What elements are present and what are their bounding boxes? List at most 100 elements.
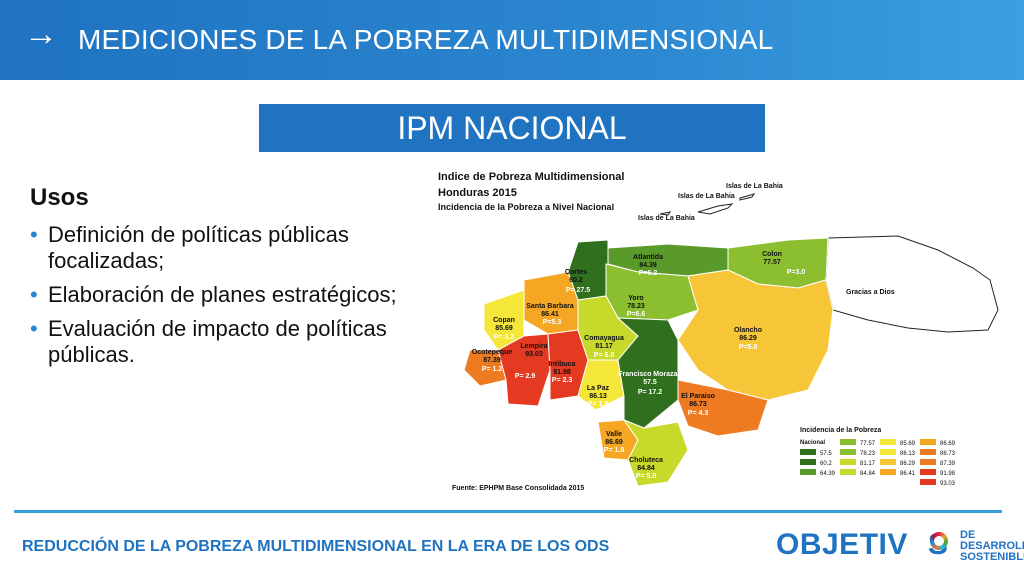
label-cortes-name: Cortes <box>565 269 587 276</box>
label-colon-value: 77.57 <box>763 259 781 266</box>
label-yoro-value: 78.23 <box>627 303 645 310</box>
map-legend: Incidencia de la Pobreza Nacional 57.5 6… <box>800 427 956 487</box>
legend-value: 64.39 <box>820 471 836 477</box>
legend-swatch <box>920 449 936 455</box>
label-copan-name: Copan <box>493 317 515 324</box>
label-ocotepeque-value: 87.39 <box>483 357 501 364</box>
label-intibuca-p: P= 2.3 <box>552 377 573 384</box>
label-la-paz-name: La Paz <box>587 385 610 392</box>
region-el-paraiso <box>677 379 769 437</box>
label-comayagua-value: 81.17 <box>595 343 613 350</box>
footer-divider <box>14 510 1002 513</box>
label-valle-p: P= 1.8 <box>604 447 625 454</box>
label-olancho-value: 86.29 <box>739 335 757 342</box>
legend-value: 86.73 <box>940 451 956 457</box>
label-el-paraiso-value: 86.73 <box>689 401 707 408</box>
legend-swatch <box>840 459 856 465</box>
label-choluteca-name: Choluteca <box>629 457 663 464</box>
label-gracias-a-dios: Gracias a Dios <box>846 289 895 296</box>
label-yoro-name: Yoro <box>628 295 643 302</box>
label-fco-morazan-p: P= 17.2 <box>638 389 662 396</box>
island-shape <box>659 211 672 216</box>
label-intibuca-name: Intibuca <box>549 361 576 368</box>
label-valle-name: Valle <box>606 431 622 438</box>
label-la-paz-value: 86.13 <box>589 393 607 400</box>
islands-label: Islas de La Bahia <box>726 183 783 190</box>
island-shape <box>739 193 756 201</box>
islands-label: Islas de La Bahia <box>638 215 695 222</box>
label-lempira-p: P= 2.9 <box>515 373 536 380</box>
legend-value: 57.5 <box>820 451 832 457</box>
legend-swatch <box>880 449 896 455</box>
legend-value: 86.29 <box>900 461 916 467</box>
legend-value: 87.39 <box>940 461 956 467</box>
map-source: Fuente: EPHPM Base Consolidada 2015 <box>452 485 584 492</box>
label-el-paraiso-p: P= 4.3 <box>688 410 709 417</box>
label-comayagua-name: Comayagua <box>584 335 624 342</box>
legend-swatch <box>800 469 816 475</box>
usos-item: Definición de políticas públicas focaliz… <box>30 222 410 274</box>
legend-title: Incidencia de la Pobreza <box>800 427 881 434</box>
usos-item: Evaluación de impacto de políticas públi… <box>30 316 410 368</box>
legend-swatch <box>920 479 936 485</box>
map-subtitle: Honduras 2015 <box>438 187 517 199</box>
legend-value: 78.23 <box>860 451 876 457</box>
label-atlantida-name: Atlantida <box>633 254 663 261</box>
label-intibuca-value: 91.98 <box>553 369 571 376</box>
region-choluteca <box>622 418 689 487</box>
logo-subtitle-1: DE DESARROLLO <box>960 529 1024 552</box>
label-santa-barbara-value: 86.41 <box>541 311 559 318</box>
label-yoro-p: P=6.6 <box>627 311 646 318</box>
slide-header: → MEDICIONES DE LA POBREZA MULTIDIMENSIO… <box>0 0 1024 80</box>
legend-swatch <box>880 439 896 445</box>
island-shape <box>697 203 734 215</box>
usos-list: Definición de políticas públicas focaliz… <box>30 222 410 368</box>
legend-value: 86.69 <box>940 441 956 447</box>
slide-title: MEDICIONES DE LA POBREZA MULTIDIMENSIONA… <box>78 24 774 55</box>
legend-value: 91.98 <box>940 471 956 477</box>
label-santa-barbara-p: P=5.3 <box>543 319 562 326</box>
label-lempira-value: 93.03 <box>525 351 543 358</box>
legend-swatch <box>840 439 856 445</box>
legend-nacional: Nacional <box>800 440 825 446</box>
legend-value: 81.17 <box>860 461 876 467</box>
usos-section: Usos Definición de políticas públicas fo… <box>30 184 410 376</box>
label-copan-value: 85.69 <box>495 325 513 332</box>
usos-heading: Usos <box>30 184 89 211</box>
logo-subtitle: DE DESARROLLOSOSTENIBLE <box>960 530 1024 563</box>
legend-value: 84.84 <box>860 471 876 477</box>
label-colon-name: Colon <box>762 251 782 258</box>
label-colon-p: P=3.0 <box>787 269 806 276</box>
label-el-paraiso-name: El Paraiso <box>681 393 715 400</box>
legend-value: 60.2 <box>820 461 832 467</box>
usos-item: Elaboración de planes estratégicos; <box>30 282 410 308</box>
label-olancho-name: Olancho <box>734 327 762 334</box>
label-la-paz-p: P= 1.9 <box>588 401 609 408</box>
ipm-nacional-box: IPM NACIONAL <box>259 104 765 152</box>
legend-value: 77.57 <box>860 441 876 447</box>
islands-label: Islas de La Bahia <box>678 193 735 200</box>
honduras-ipm-map: Indice de Pobreza Multidimensional Hondu… <box>428 160 1000 496</box>
legend-swatch <box>840 449 856 455</box>
label-cortes-p: P= 27.5 <box>566 287 590 294</box>
legend-swatch <box>880 459 896 465</box>
label-santa-barbara-name: Santa Barbara <box>526 303 574 310</box>
region-lempira <box>497 333 551 407</box>
map-subtitle-2: Incidencia de la Pobreza a Nivel Naciona… <box>438 202 614 212</box>
legend-value: 85.69 <box>900 441 916 447</box>
label-choluteca-p: P= 5.0 <box>636 473 657 480</box>
label-fco-morazan-value: 57.5 <box>643 379 657 386</box>
label-atlantida-p: P=6.2 <box>639 270 658 277</box>
label-cortes-value: 60.2 <box>569 277 583 284</box>
logo-word: OBJETIVS <box>776 528 948 562</box>
footer-text: REDUCCIÓN DE LA POBREZA MULTIDIMENSIONAL… <box>22 538 610 555</box>
sdg-wheel-icon <box>930 532 948 550</box>
label-copan-p: P= 3.2 <box>494 334 515 341</box>
label-comayagua-p: P= 6.0 <box>594 352 615 359</box>
region-la-paz <box>577 359 625 411</box>
region-gracias-a-dios <box>825 235 999 333</box>
ods-logo: OBJETIVS DE DESARROLLOSOSTENIBLE <box>776 526 1024 563</box>
legend-swatch <box>920 439 936 445</box>
label-olancho-p: P=5.0 <box>739 344 758 351</box>
logo-word-part: OBJETIV <box>776 528 908 561</box>
